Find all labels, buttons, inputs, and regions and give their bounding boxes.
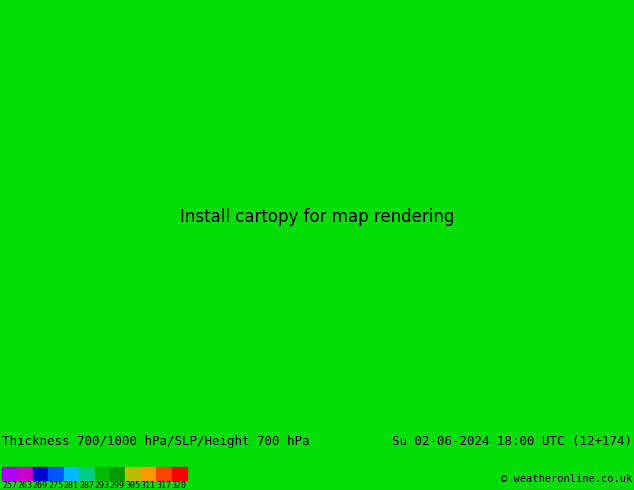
Bar xyxy=(79,467,94,480)
Text: 305: 305 xyxy=(126,481,140,490)
Bar xyxy=(2,467,17,480)
Text: 299: 299 xyxy=(110,481,125,490)
Text: © weatheronline.co.uk: © weatheronline.co.uk xyxy=(501,474,632,484)
Text: 311: 311 xyxy=(141,481,156,490)
Text: Su 02-06-2024 18:00 UTC (12+174): Su 02-06-2024 18:00 UTC (12+174) xyxy=(392,435,632,448)
Bar xyxy=(110,467,126,480)
Bar xyxy=(63,467,79,480)
Bar xyxy=(141,467,156,480)
Text: 281: 281 xyxy=(63,481,79,490)
Text: 320: 320 xyxy=(172,481,186,490)
Text: 293: 293 xyxy=(94,481,110,490)
Text: Thickness 700/1000 hPa/SLP/Height 700 hPa: Thickness 700/1000 hPa/SLP/Height 700 hP… xyxy=(2,435,309,448)
Bar xyxy=(126,467,141,480)
Text: 269: 269 xyxy=(33,481,48,490)
Bar xyxy=(94,467,110,480)
Text: 275: 275 xyxy=(48,481,63,490)
Bar xyxy=(33,467,48,480)
Text: 257: 257 xyxy=(2,481,17,490)
Text: 317: 317 xyxy=(156,481,171,490)
Bar xyxy=(156,467,172,480)
Bar xyxy=(48,467,63,480)
Text: 263: 263 xyxy=(17,481,32,490)
Text: Install cartopy for map rendering: Install cartopy for map rendering xyxy=(180,208,454,226)
Bar xyxy=(17,467,33,480)
Text: 287: 287 xyxy=(79,481,94,490)
Bar xyxy=(172,467,187,480)
